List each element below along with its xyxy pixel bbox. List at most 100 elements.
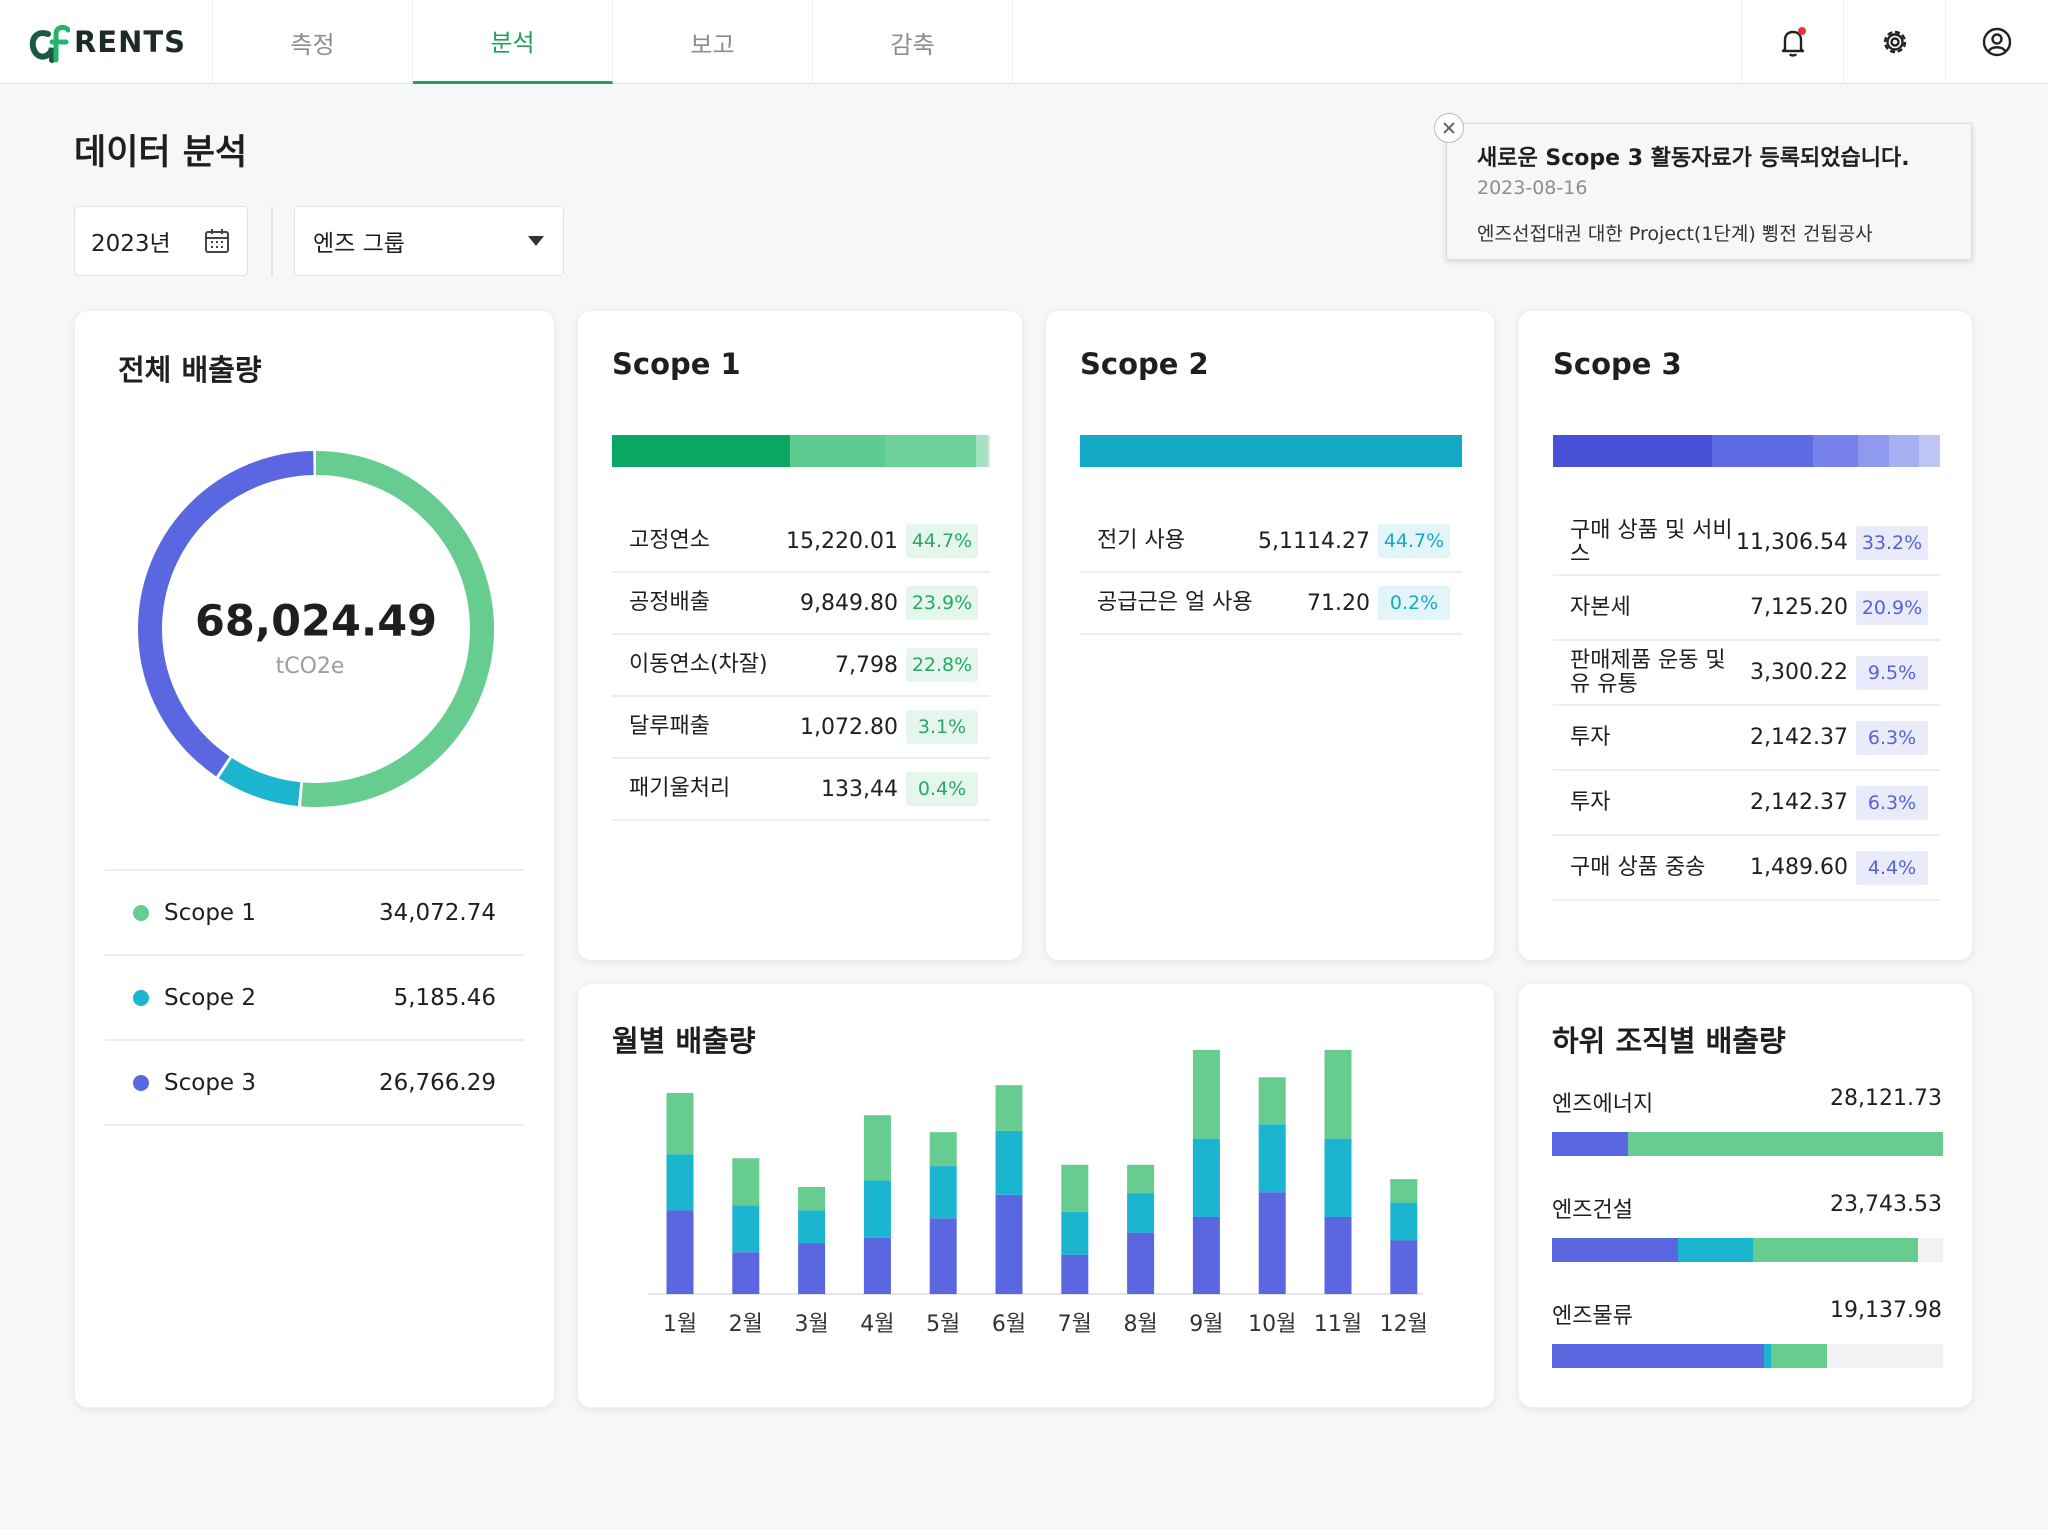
share-badge: 6.3% — [1856, 720, 1928, 755]
year-value: 2023년 — [91, 231, 171, 257]
scope-row: 공급근은 얼 사용 71.20 0.2% — [1080, 573, 1462, 635]
group-select[interactable]: 엔즈 그룹 — [294, 206, 564, 276]
bar — [1390, 1240, 1418, 1294]
bar-segment — [1080, 435, 1461, 467]
card-title: 월별 배출량 — [612, 1024, 756, 1058]
card-title: Scope 2 — [1080, 347, 1209, 381]
row-name: 패기울처리 — [629, 776, 731, 802]
bar-segment — [1712, 435, 1813, 467]
x-tick-label: 9월 — [1189, 1312, 1223, 1337]
logo[interactable]: RENTS — [0, 0, 213, 84]
profile-button[interactable] — [1945, 0, 2048, 84]
scope-rows: 구매 상품 및 서비스 11,306.54 33.2% 자본세 7,125.20 20.9… — [1553, 511, 1940, 901]
bar — [1390, 1179, 1418, 1203]
dropdown-arrow — [528, 236, 544, 246]
bar — [1390, 1202, 1418, 1241]
divider — [271, 206, 273, 276]
scope-row: 고정연소 15,220.01 44.7% — [612, 511, 990, 573]
share-badge: 33.2% — [1856, 525, 1928, 560]
toast-date: 2023-08-16 — [1477, 177, 1588, 199]
scope-row: 구매 상품 및 서비스 11,306.54 33.2% — [1553, 511, 1940, 576]
notification-button[interactable] — [1741, 0, 1843, 84]
row-name: 구매 상품 중송 — [1570, 854, 1706, 880]
bar — [863, 1237, 891, 1294]
bar — [1258, 1077, 1286, 1125]
bar — [1324, 1138, 1352, 1217]
bar-segment — [1678, 1238, 1753, 1262]
legend-row: Scope 1 34,072.74 — [105, 871, 524, 956]
legend-dot — [133, 904, 149, 921]
stacked-bar — [1553, 435, 1940, 467]
card-title: Scope 1 — [612, 347, 741, 381]
nav-tab[interactable]: 보고 — [613, 0, 813, 84]
bar-segment — [1552, 1238, 1679, 1262]
row-name: 투자 — [1570, 724, 1611, 750]
bar — [995, 1130, 1023, 1195]
legend-label: Scope 3 — [164, 1069, 257, 1096]
logo-mark — [29, 24, 70, 63]
bar — [1192, 1138, 1220, 1217]
nav-tab[interactable]: 감축 — [813, 0, 1013, 84]
bar — [995, 1085, 1023, 1131]
toast: 새로운 Scope 3 활동자료가 등록되었습니다. 2023-08-16 엔즈… — [1446, 123, 1972, 260]
bar-segment — [988, 435, 990, 467]
row-name: 달루패출 — [629, 714, 710, 740]
bar-segment — [1764, 1344, 1771, 1368]
row-value: 2,142.37 — [1750, 725, 1848, 750]
bar — [1192, 1216, 1220, 1294]
donut-segment — [138, 451, 494, 807]
year-picker[interactable]: 2023년 — [74, 206, 248, 276]
bar-segment — [1752, 1238, 1919, 1262]
bar-segment — [1812, 435, 1859, 467]
toast-close[interactable] — [1434, 113, 1464, 143]
bar — [1061, 1211, 1089, 1255]
total-card: 전체 배출량 68,024.49 tCO2e — [74, 310, 555, 1408]
bar — [929, 1166, 957, 1219]
nav-tab[interactable]: 측정 — [213, 0, 413, 84]
bar — [732, 1158, 760, 1206]
scope-rows: 고정연소 15,220.01 44.7% 공정배출 9,849.80 23.9% 이동연소(… — [612, 511, 990, 821]
scope-row: 달루패출 1,072.80 3.1% — [612, 697, 990, 759]
x-tick-label: 3월 — [794, 1312, 828, 1337]
user-icon — [1982, 27, 2012, 57]
scope-row: 구매 상품 중송 1,489.60 4.4% — [1553, 836, 1940, 901]
scope-row: 판매제품 운동 및 유 유통 3,300.22 9.5% — [1553, 641, 1940, 706]
bar — [1061, 1164, 1089, 1212]
scope-row: 투자 2,142.37 6.3% — [1553, 771, 1940, 836]
total-value: 68,024.49 — [195, 597, 437, 647]
legend-dot — [133, 989, 149, 1006]
bar — [1192, 1049, 1220, 1139]
scope-row: 패기울처리 133,44 0.4% — [612, 759, 990, 821]
org-name: 엔즈건설 — [1552, 1198, 1633, 1223]
settings-button[interactable] — [1843, 0, 1945, 84]
nav-tab[interactable]: 분석 — [413, 0, 613, 84]
bar-segment — [976, 435, 989, 467]
org-value: 28,121.73 — [1830, 1086, 1942, 1111]
org-name: 엔즈물류 — [1552, 1304, 1633, 1329]
bell-icon — [1781, 27, 1806, 57]
row-name: 전기 사용 — [1097, 528, 1185, 554]
divider — [105, 869, 524, 871]
card-title: Scope 3 — [1553, 347, 1682, 381]
share-badge: 6.3% — [1856, 785, 1928, 820]
bar — [666, 1210, 694, 1294]
scope-row: 자본세 7,125.20 20.9% — [1553, 576, 1940, 641]
x-tick-label: 6월 — [992, 1312, 1026, 1337]
bar-segment — [1553, 435, 1713, 467]
org-value: 19,137.98 — [1830, 1298, 1942, 1323]
bar — [1127, 1232, 1155, 1294]
bar — [798, 1186, 826, 1211]
bar-segment — [1552, 1132, 1628, 1156]
share-badge: 0.2% — [1378, 586, 1450, 620]
org-card: 하위 조직별 배출량 엔즈에너지 28,121.73 엔즈건설 23,743.53 엔즈… — [1518, 983, 1973, 1408]
bar — [666, 1154, 694, 1211]
scope-row: 공정배출 9,849.80 23.9% — [612, 573, 990, 635]
calendar-icon — [205, 229, 229, 253]
bar — [666, 1092, 694, 1155]
bar — [1324, 1216, 1352, 1294]
row-name: 투자 — [1570, 789, 1611, 815]
bar — [863, 1115, 891, 1181]
toast-detail: 엔즈선접대권 대한 Project(1단계) 뾩전 건됩공사 — [1477, 223, 1873, 245]
row-name: 자본세 — [1570, 594, 1631, 620]
